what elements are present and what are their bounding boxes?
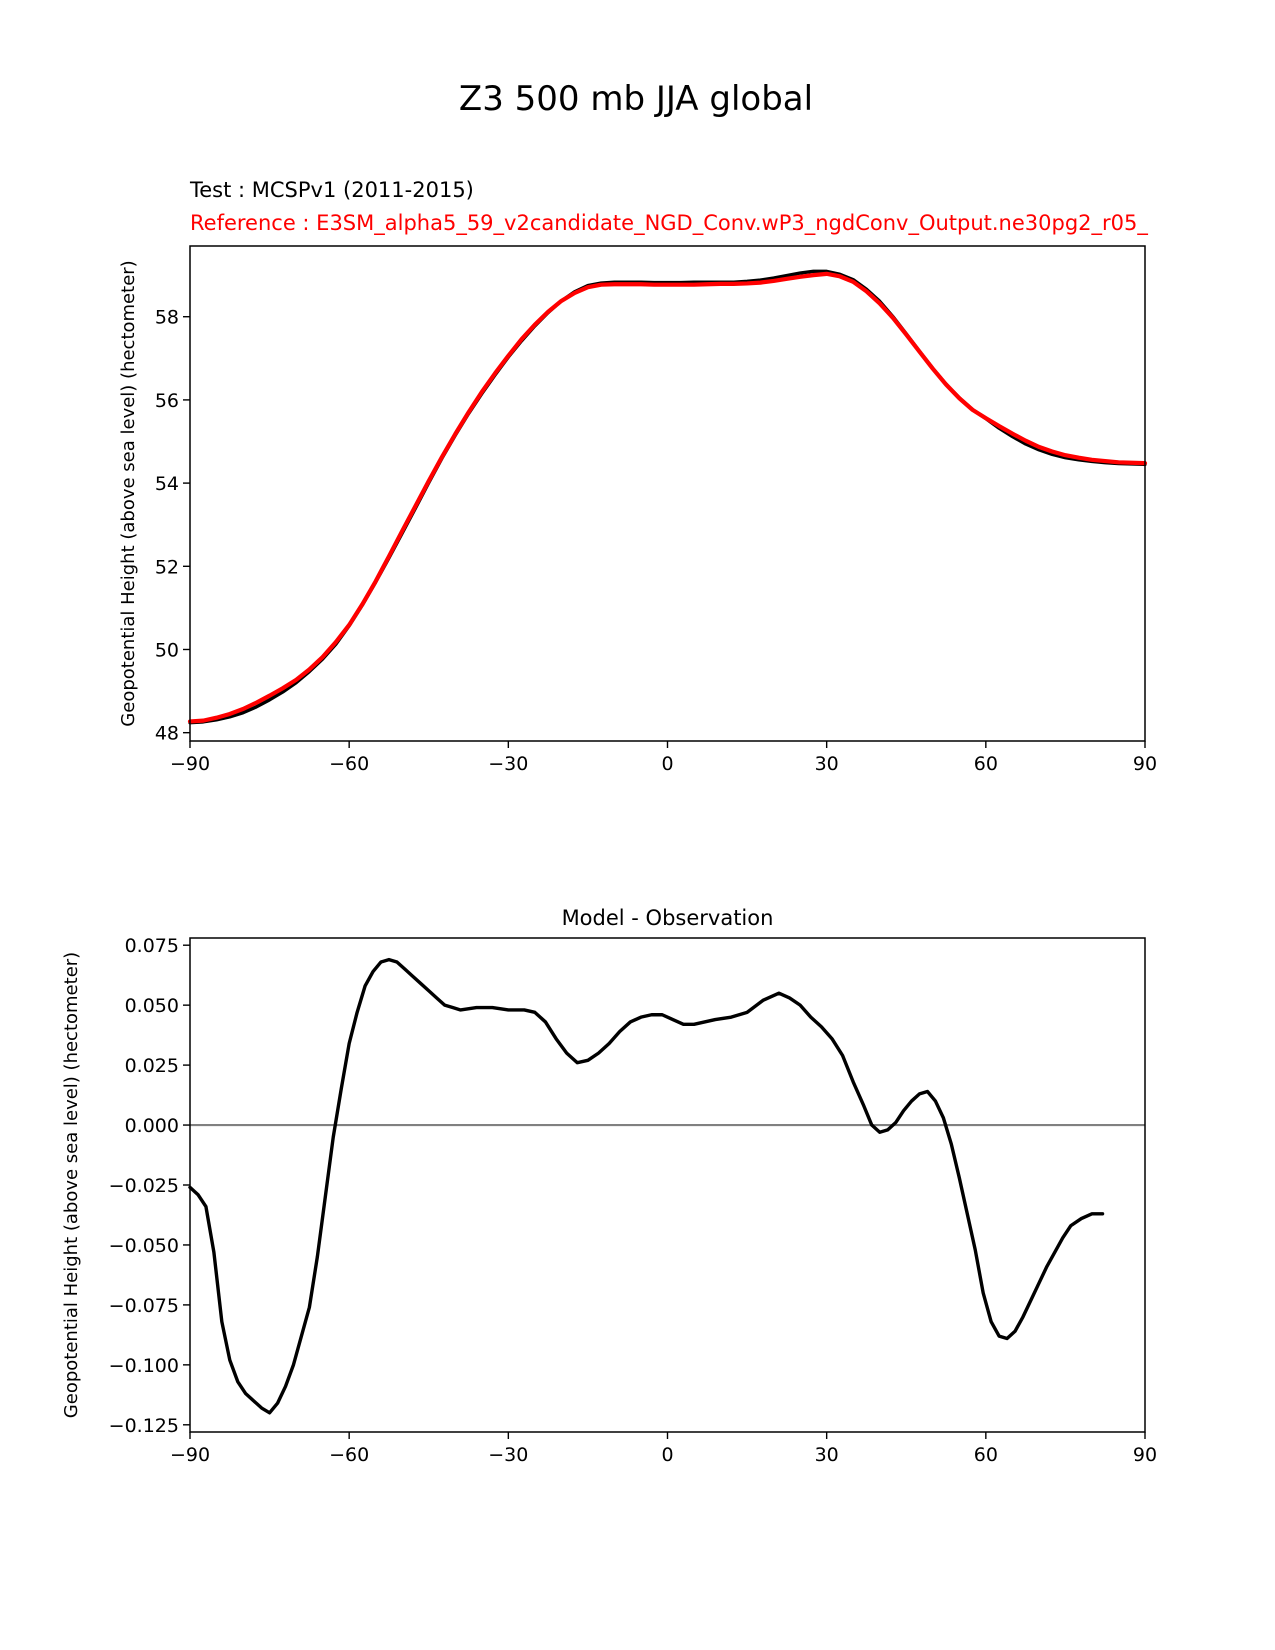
top-x-tick-label: 30 [815, 753, 839, 775]
test-label: Test : MCSPv1 (2011-2015) [189, 178, 474, 202]
bottom-y-tick-label: 0.025 [125, 1055, 179, 1077]
top-x-tick-label: −90 [170, 753, 210, 775]
top-x-tick-label: 90 [1133, 753, 1157, 775]
bottom-series-line-0 [188, 957, 1105, 1415]
bottom-x-tick-label: 0 [661, 1444, 673, 1466]
top-y-tick-label: 48 [155, 723, 179, 745]
top-y-tick-label: 56 [155, 390, 179, 412]
top-y-axis: 48 50 52 54 56 58 [155, 307, 190, 745]
bottom-x-axis: −90 −60 −30 0 30 60 90 [170, 1432, 1157, 1466]
bottom-x-tick-label: −90 [170, 1444, 210, 1466]
bottom-y-tick-label: −0.050 [109, 1235, 179, 1257]
bottom-series-lines [188, 957, 1105, 1415]
bottom-y-tick-label: −0.100 [109, 1355, 179, 1377]
top-x-tick-label: −30 [488, 753, 528, 775]
top-series-lines [187, 269, 1148, 725]
top-y-tick-label: 52 [155, 556, 179, 578]
bottom-y-tick-label: −0.075 [109, 1295, 179, 1317]
top-x-tick-label: 0 [661, 753, 673, 775]
top-y-axis-label: Geopotential Height (above sea level) (h… [118, 260, 139, 726]
bottom-x-tick-label: −30 [488, 1444, 528, 1466]
top-series-line-1 [187, 271, 1148, 724]
top-y-tick-label: 50 [155, 639, 179, 661]
bottom-y-tick-label: 0.050 [125, 995, 179, 1017]
bottom-x-tick-label: 30 [815, 1444, 839, 1466]
bottom-x-tick-label: 90 [1133, 1444, 1157, 1466]
bottom-x-tick-label: 60 [974, 1444, 998, 1466]
bottom-y-axis: 0.075 0.050 0.025 0.000 −0.025 −0.050 −0.075 −0… [109, 935, 190, 1437]
bottom-y-tick-label: −0.025 [109, 1175, 179, 1197]
reference-label: Reference : E3SM_alpha5_59_v2candidate_N… [190, 211, 1148, 236]
bottom-y-tick-label: 0.075 [125, 935, 179, 957]
top-y-tick-label: 58 [155, 307, 179, 329]
top-x-tick-label: 60 [974, 753, 998, 775]
top-y-tick-label: 54 [155, 473, 179, 495]
top-panel: Test : MCSPv1 (2011-2015) Reference : E3… [118, 178, 1157, 775]
top-x-axis: −90 −60 −30 0 30 60 90 [170, 741, 1157, 775]
figure-title: Z3 500 mb JJA global [459, 79, 813, 119]
bottom-x-tick-label: −60 [329, 1444, 369, 1466]
bottom-panel: Model - Observation −90 −60 −30 0 30 60 90 0.0… [61, 906, 1157, 1466]
bottom-y-tick-label: 0.000 [125, 1115, 179, 1137]
bottom-panel-title: Model - Observation [562, 906, 774, 930]
bottom-y-axis-label: Geopotential Height (above sea level) (h… [61, 952, 82, 1418]
bottom-y-tick-label: −0.125 [109, 1415, 179, 1437]
top-x-tick-label: −60 [329, 753, 369, 775]
